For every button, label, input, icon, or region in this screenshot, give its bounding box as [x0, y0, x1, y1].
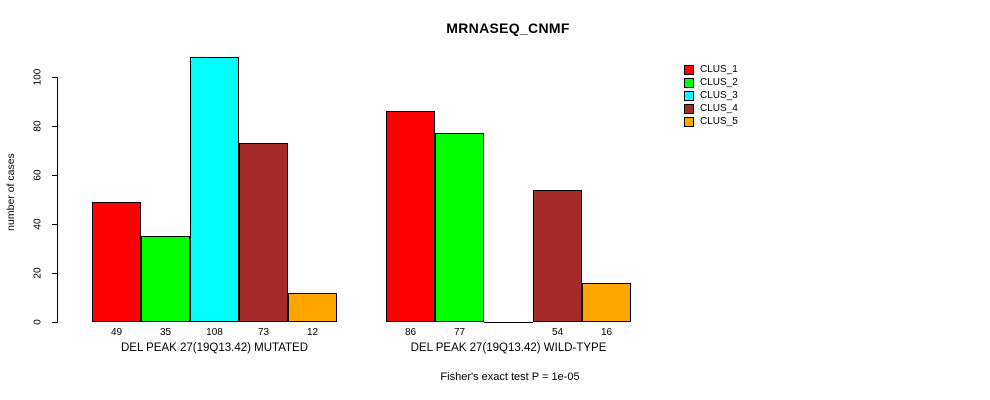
legend-label: CLUS_5: [700, 116, 738, 127]
y-axis-tick: [52, 126, 57, 127]
legend: CLUS_1 CLUS_2 CLUS_3 CLUS_4 CLUS_5: [684, 63, 738, 128]
bar-value-label: 35: [159, 327, 172, 338]
y-axis-tick: [52, 175, 57, 176]
legend-item: CLUS_3: [684, 89, 738, 102]
bar-value-label: 49: [110, 327, 123, 338]
legend-color-swatch: [684, 103, 694, 114]
y-tick-label: 20: [32, 267, 44, 279]
bar-value-label: 16: [600, 327, 613, 338]
x-category-label: DEL PEAK 27(19Q13.42) WILD-TYPE: [410, 342, 607, 354]
y-tick-label: 100: [32, 68, 44, 86]
y-axis-tick: [52, 77, 57, 78]
bar-value-label: 77: [453, 327, 466, 338]
bar-clus-1-group1: [92, 202, 141, 322]
legend-color-swatch: [684, 90, 694, 101]
legend-item: CLUS_2: [684, 76, 738, 89]
legend-color-swatch: [684, 116, 694, 127]
legend-item: CLUS_5: [684, 115, 738, 128]
bar-value-label: 54: [551, 327, 564, 338]
legend-item: CLUS_1: [684, 63, 738, 76]
bar-clus-3-group1: [190, 57, 239, 322]
legend-label: CLUS_3: [700, 90, 738, 101]
bar-value-label: 12: [306, 327, 319, 338]
legend-item: CLUS_4: [684, 102, 738, 115]
bar-clus-2-group2: [435, 133, 484, 322]
chart-title: MRNASEQ_CNMF: [446, 20, 570, 36]
bar-value-label: 73: [257, 327, 270, 338]
bar-value-label: 86: [404, 327, 417, 338]
bar-clus-1-group2: [386, 111, 435, 322]
bar-value-label: 108: [206, 327, 223, 338]
legend-color-swatch: [684, 77, 694, 88]
y-tick-label: 40: [32, 218, 44, 230]
y-axis-tick: [52, 322, 57, 323]
bar-clus-3-group2-zero: [484, 322, 533, 323]
bar-clus-2-group1: [141, 236, 190, 322]
bar-clus-5-group2: [582, 283, 631, 322]
y-axis-tick: [52, 224, 57, 225]
y-axis-tick: [52, 273, 57, 274]
y-tick-label: 60: [32, 169, 44, 181]
y-tick-label: 80: [32, 120, 44, 132]
legend-label: CLUS_1: [700, 64, 738, 75]
y-axis-line: [57, 77, 58, 323]
y-tick-label: 0: [32, 319, 44, 325]
bar-clus-4-group1: [239, 143, 288, 322]
legend-color-swatch: [684, 64, 694, 75]
bar-clus-4-group2: [533, 190, 582, 322]
fisher-test-annotation: Fisher's exact test P = 1e-05: [440, 371, 580, 383]
legend-label: CLUS_4: [700, 103, 738, 114]
bar-clus-5-group1: [288, 293, 337, 322]
legend-label: CLUS_2: [700, 77, 738, 88]
x-category-label: DEL PEAK 27(19Q13.42) MUTATED: [120, 342, 309, 354]
